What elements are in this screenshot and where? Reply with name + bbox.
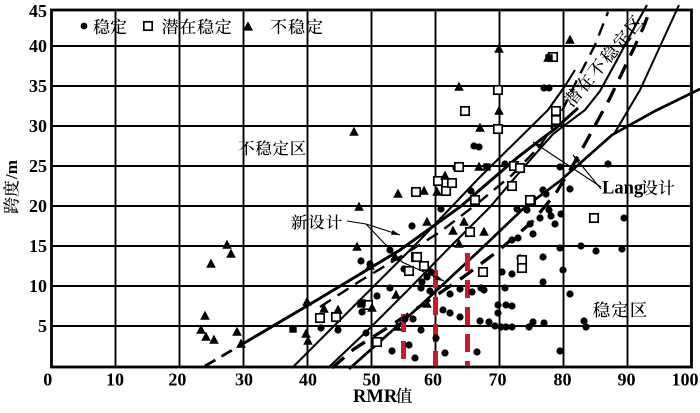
svg-text:5: 5 [38,316,47,336]
svg-text:/m: /m [2,160,21,180]
svg-text:70: 70 [489,370,507,390]
svg-text:40: 40 [299,370,317,390]
svg-text:RMR: RMR [353,387,398,407]
svg-text:30: 30 [235,370,253,390]
svg-text:Lang: Lang [602,179,644,199]
svg-text:20: 20 [168,370,186,390]
svg-text:50: 50 [363,370,381,390]
svg-text:45: 45 [29,1,47,21]
svg-text:15: 15 [29,236,47,256]
svg-text:100: 100 [672,370,699,390]
svg-text:40: 40 [29,36,47,56]
svg-text:20: 20 [29,196,47,216]
svg-text:10: 10 [29,276,47,296]
svg-text:25: 25 [29,156,47,176]
svg-text:90: 90 [618,370,636,390]
svg-text:30: 30 [29,116,47,136]
svg-text:0: 0 [43,370,52,390]
svg-text:35: 35 [29,76,47,96]
svg-text:10: 10 [106,370,124,390]
svg-text:80: 80 [554,370,572,390]
svg-text:60: 60 [424,370,442,390]
